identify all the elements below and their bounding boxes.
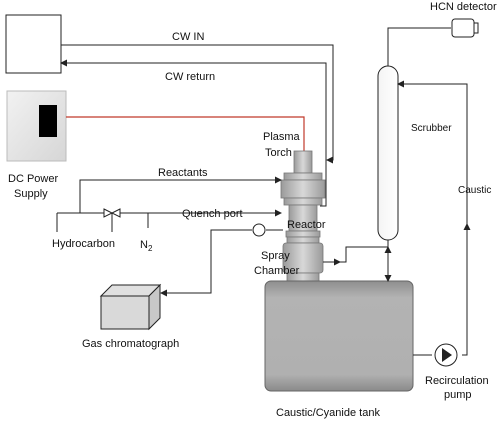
power-cable xyxy=(66,116,305,152)
pump-icon xyxy=(434,343,458,367)
dc-power-label-2: Supply xyxy=(14,188,48,200)
gas-to-scrubber-line xyxy=(323,240,389,266)
caustic-cyanide-tank xyxy=(264,280,414,392)
hcn-detector xyxy=(451,18,479,38)
gas-chromatograph-label: Gas chromatograph xyxy=(82,338,179,350)
plasma-label: Plasma xyxy=(263,131,301,143)
n2-label: N2 xyxy=(140,239,153,253)
reactor xyxy=(280,172,326,238)
vent-line xyxy=(387,27,451,66)
feed-manifold xyxy=(56,209,282,232)
cw-return-line xyxy=(60,59,327,207)
gas-chromatograph xyxy=(99,283,162,331)
hcn-detector-label: HCN detector xyxy=(430,1,497,13)
scrubber-label: Scrubber xyxy=(411,123,452,134)
hydrocarbon-label: Hydrocarbon xyxy=(52,238,115,250)
reactor-label: Reactor xyxy=(287,219,326,231)
chiller-box xyxy=(5,14,62,74)
reactants-label: Reactants xyxy=(158,167,208,179)
quench-port-label: Quench port xyxy=(182,208,243,220)
dc-power-label-1: DC Power xyxy=(8,173,58,185)
dc-power-supply-box xyxy=(6,90,67,162)
scrubber-column xyxy=(377,65,399,241)
cw-in-label: CW IN xyxy=(172,31,204,43)
recirc-label-2: pump xyxy=(444,389,472,401)
tank-label: Caustic/Cyanide tank xyxy=(276,407,380,419)
plasma-torch xyxy=(293,150,313,174)
dc-power-supply-display xyxy=(39,105,57,137)
recirc-label-1: Recirculation xyxy=(425,375,489,387)
torch-label: Torch xyxy=(265,147,292,159)
reactants-line xyxy=(79,176,282,213)
cw-return-label: CW return xyxy=(165,71,215,83)
spray-label-1: Spray xyxy=(261,250,290,262)
caustic-line xyxy=(397,80,471,356)
sample-line xyxy=(160,223,283,297)
valve-icon xyxy=(103,208,121,218)
spray-label-2: Chamber xyxy=(254,265,300,277)
caustic-label: Caustic xyxy=(458,185,491,196)
cw-in-line xyxy=(61,44,334,164)
